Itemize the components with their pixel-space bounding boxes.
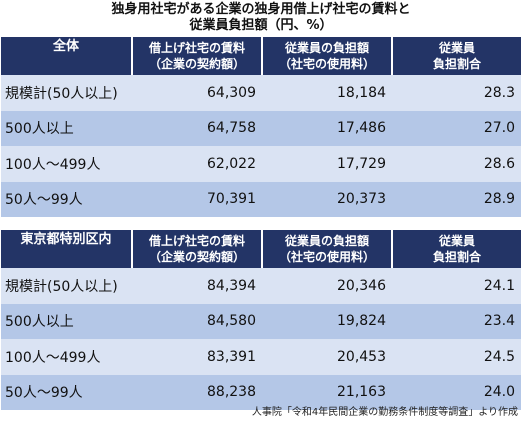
table-row: 規模計(50人以上) 64,309 18,184 28.3 — [1, 75, 521, 111]
table-row: 500人以上 64,758 17,486 27.0 — [1, 110, 521, 146]
ratio-value: 23.4 — [392, 303, 521, 339]
burden-value: 17,729 — [262, 146, 392, 182]
rent-value: 70,391 — [132, 181, 262, 217]
table-header-row: 東京都特別区内 借上げ社宅の賃料 （企業の契約額） 従業員の負担額 （社宅の使用料）… — [1, 230, 521, 268]
row-label: 規模計(50人以上) — [1, 75, 132, 111]
burden-value: 17,486 — [262, 110, 392, 146]
burden-value: 21,163 — [262, 374, 392, 410]
group-header-tokyo: 東京都特別区内 — [1, 230, 133, 268]
column-header-rent: 借上げ社宅の賃料 （企業の契約額） — [132, 230, 263, 268]
burden-value: 18,184 — [262, 75, 392, 111]
burden-value: 19,824 — [262, 303, 392, 339]
burden-value: 20,453 — [262, 339, 392, 375]
rent-value: 84,580 — [132, 303, 262, 339]
table-row: 規模計(50人以上) 84,394 20,346 24.1 — [1, 268, 521, 304]
column-header-ratio: 従業員 負担割合 — [392, 37, 521, 75]
ratio-value: 28.3 — [392, 75, 521, 111]
row-label: 500人以上 — [1, 303, 132, 339]
row-label: 50人～99人 — [1, 374, 132, 410]
burden-value: 20,373 — [262, 181, 392, 217]
rent-value: 64,309 — [132, 75, 262, 111]
rent-table-all: 全体 借上げ社宅の賃料 （企業の契約額） 従業員の負担額 （社宅の使用料） 従業員負… — [1, 37, 521, 217]
row-label: 100人～499人 — [1, 339, 132, 375]
rent-table-tokyo: 東京都特別区内 借上げ社宅の賃料 （企業の契約額） 従業員の負担額 （社宅の使用料）… — [1, 230, 521, 410]
ratio-value: 24.5 — [392, 339, 521, 375]
rent-value: 88,238 — [132, 374, 262, 410]
row-label: 500人以上 — [1, 110, 132, 146]
source-note: 人事院「令和4年民間企業の勤務条件制度等調査」より作成 — [251, 407, 518, 418]
table-header-row: 全体 借上げ社宅の賃料 （企業の契約額） 従業員の負担額 （社宅の使用料） 従業員負… — [1, 37, 521, 75]
row-label: 50人～99人 — [1, 181, 132, 217]
table-title-line-2: 従業員負担額（円、%） — [189, 18, 333, 33]
column-header-ratio: 従業員 負担割合 — [392, 230, 521, 268]
row-label: 規模計(50人以上) — [1, 268, 132, 304]
rent-value: 64,758 — [132, 110, 262, 146]
column-header-rent: 借上げ社宅の賃料 （企業の契約額） — [132, 37, 263, 75]
table-row: 50人～99人 70,391 20,373 28.9 — [1, 181, 521, 217]
ratio-value: 27.0 — [392, 110, 521, 146]
table-row: 100人～499人 83,391 20,453 24.5 — [1, 339, 521, 375]
table-row: 50人～99人 88,238 21,163 24.0 — [1, 374, 521, 410]
table-row: 100人～499人 62,022 17,729 28.6 — [1, 146, 521, 182]
group-header-all: 全体 — [1, 37, 133, 75]
ratio-value: 24.0 — [392, 374, 521, 410]
row-label: 100人～499人 — [1, 146, 132, 182]
ratio-value: 28.9 — [392, 181, 521, 217]
table-row: 500人以上 84,580 19,824 23.4 — [1, 303, 521, 339]
column-header-burden: 従業員の負担額 （社宅の使用料） — [262, 230, 393, 268]
column-header-burden: 従業員の負担額 （社宅の使用料） — [262, 37, 393, 75]
burden-value: 20,346 — [262, 268, 392, 304]
ratio-value: 28.6 — [392, 146, 521, 182]
table-title-line-1: 独身用社宅がある企業の独身用借上げ社宅の賃料と — [111, 2, 411, 17]
rent-value: 83,391 — [132, 339, 262, 375]
rent-value: 84,394 — [132, 268, 262, 304]
ratio-value: 24.1 — [392, 268, 521, 304]
rent-value: 62,022 — [132, 146, 262, 182]
